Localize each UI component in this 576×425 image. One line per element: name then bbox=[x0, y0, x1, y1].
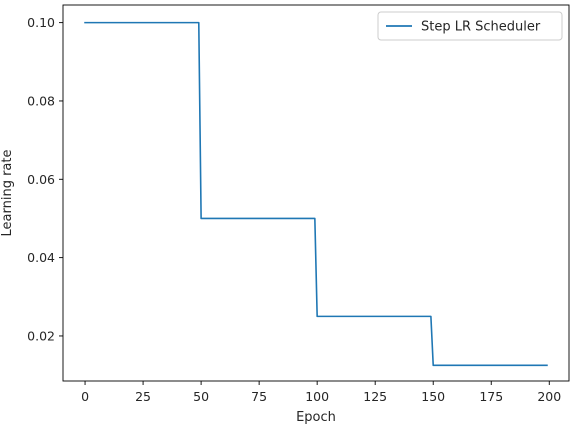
x-tick-label: 25 bbox=[135, 389, 151, 404]
y-tick-label: 0.10 bbox=[27, 15, 55, 30]
y-axis-label: Learning rate bbox=[0, 150, 15, 237]
x-tick-label: 50 bbox=[193, 389, 209, 404]
x-tick-label: 150 bbox=[421, 389, 445, 404]
y-tick-label: 0.08 bbox=[27, 93, 55, 108]
legend-label: Step LR Scheduler bbox=[421, 20, 541, 35]
y-tick-label: 0.04 bbox=[27, 250, 55, 265]
x-tick-label: 100 bbox=[305, 389, 329, 404]
x-tick-label: 175 bbox=[479, 389, 503, 404]
x-tick-label: 0 bbox=[81, 389, 89, 404]
x-tick-label: 125 bbox=[363, 389, 387, 404]
legend: Step LR Scheduler bbox=[378, 12, 562, 40]
x-axis-label: Epoch bbox=[296, 410, 336, 425]
x-tick-label: 200 bbox=[537, 389, 561, 404]
y-tick-label: 0.02 bbox=[27, 328, 55, 343]
x-tick-label: 75 bbox=[251, 389, 267, 404]
y-tick-label: 0.06 bbox=[27, 172, 55, 187]
